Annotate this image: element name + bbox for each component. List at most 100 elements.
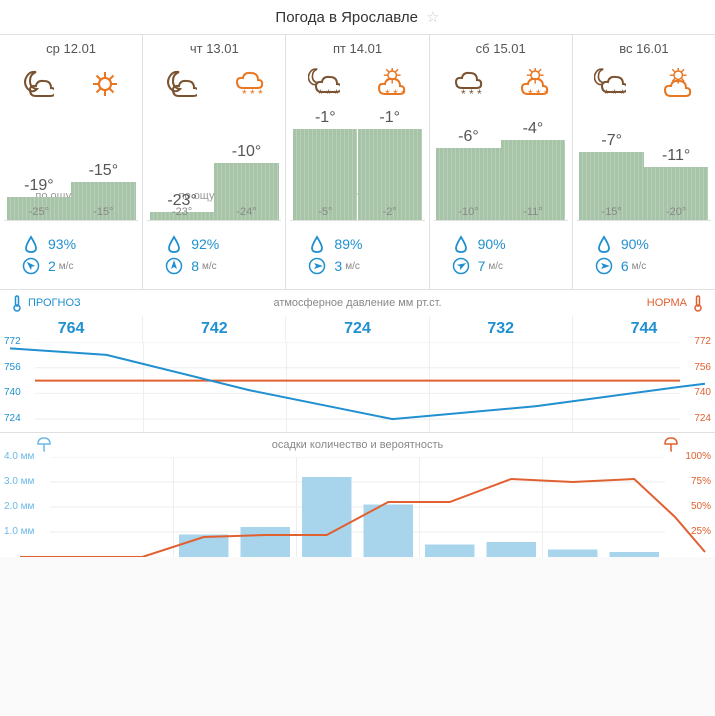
- wind-dir-icon: [22, 257, 40, 275]
- humidity-row: 90%: [452, 235, 568, 253]
- feels-night: -23°: [150, 206, 214, 218]
- night-temp-bar: -15°: [579, 152, 643, 220]
- svg-text:*: *: [393, 87, 398, 100]
- day-column[interactable]: ср 12.01 по ощущению -19° -25° -15° -15°…: [0, 35, 143, 289]
- day-label: чт 13.01: [147, 41, 281, 62]
- day-column[interactable]: чт 13.01 *** по ощущению -23° -23° -10° …: [143, 35, 286, 289]
- moon-cloud-icon: [165, 68, 197, 100]
- humidity-value: 93%: [48, 236, 76, 252]
- day-temp: -11°: [644, 147, 708, 165]
- wind-unit: м/с: [202, 261, 217, 272]
- pressure-values: 764742724732744: [0, 316, 715, 342]
- wind-unit: м/с: [632, 261, 647, 272]
- thermometer-icon: [691, 294, 705, 312]
- night-temp: -6°: [436, 128, 500, 146]
- wind-row: 2 м/с: [22, 257, 138, 275]
- humidity-value: 92%: [191, 236, 219, 252]
- svg-text:*: *: [469, 87, 474, 100]
- feels-day: -20°: [644, 206, 708, 218]
- title-text: Погода в Ярославле: [275, 9, 418, 26]
- wind-row: 6 м/с: [595, 257, 711, 275]
- day-stats: 92% 8 м/с: [147, 220, 281, 289]
- pressure-value: 764: [0, 316, 143, 342]
- day-stats: 90% 7 м/с: [434, 220, 568, 289]
- days-row: ср 12.01 по ощущению -19° -25° -15° -15°…: [0, 35, 715, 290]
- umbrella-icon: [35, 435, 53, 456]
- svg-text:*: *: [318, 87, 323, 100]
- humidity-row: 89%: [308, 235, 424, 253]
- day-column[interactable]: вс 16.01 *** по ощущению -7° -15° -11° -…: [573, 35, 715, 289]
- day-temp-bar: -20°: [644, 167, 708, 220]
- pressure-value: 724: [286, 316, 429, 342]
- precipitation-section: осадки количество и вероятность 1.0 мм25…: [0, 432, 715, 557]
- svg-text:*: *: [604, 87, 609, 100]
- feels-night: -15°: [579, 206, 643, 218]
- moon-snow-icon: ***: [308, 68, 340, 100]
- wind-row: 8 м/с: [165, 257, 281, 275]
- day-column[interactable]: сб 15.01 ****** по ощущению -6° -10° -4°…: [430, 35, 573, 289]
- humidity-value: 90%: [478, 236, 506, 252]
- pressure-section: ПРОГНОЗ атмосферное давление мм рт.ст. Н…: [0, 290, 715, 432]
- humidity-value: 90%: [621, 236, 649, 252]
- wind-dir-icon: [308, 257, 326, 275]
- favorite-star-icon[interactable]: ☆: [426, 9, 439, 26]
- day-label: пт 14.01: [290, 41, 424, 62]
- temps-block: по ощущению -6° -10° -4° -11°: [434, 110, 568, 220]
- wind-value: 8: [191, 258, 199, 274]
- night-temp-bar: -23°: [150, 212, 214, 220]
- svg-text:*: *: [536, 87, 541, 100]
- night-temp: -7°: [579, 132, 643, 150]
- wind-row: 3 м/с: [308, 257, 424, 275]
- svg-text:*: *: [461, 87, 466, 100]
- day-temp: -1°: [358, 109, 422, 127]
- day-label: ср 12.01: [4, 41, 138, 62]
- svg-text:*: *: [528, 87, 533, 100]
- droplet-icon: [452, 235, 470, 253]
- svg-text:*: *: [250, 87, 255, 100]
- humidity-value: 89%: [334, 236, 362, 252]
- wind-value: 6: [621, 258, 629, 274]
- day-temp-bar: -11°: [501, 140, 565, 220]
- svg-text:*: *: [334, 87, 339, 100]
- sun-snow-icon: ***: [375, 68, 407, 100]
- wind-value: 7: [478, 258, 486, 274]
- pressure-value: 732: [430, 316, 573, 342]
- wind-value: 3: [334, 258, 342, 274]
- day-column[interactable]: пт 14.01 ****** по ощущению -1° -5° -1° …: [286, 35, 429, 289]
- droplet-icon: [595, 235, 613, 253]
- sun-cloud-icon: [661, 68, 693, 100]
- day-temp: -4°: [501, 120, 565, 138]
- icons-row: ***: [147, 62, 281, 106]
- feels-night: -5°: [293, 206, 357, 218]
- day-temp: -10°: [214, 143, 278, 161]
- cloud-snow-icon: ***: [232, 68, 264, 100]
- icons-row: [4, 62, 138, 106]
- temps-block: по ощущению -23° -23° -10° -24°: [147, 110, 281, 220]
- svg-text:*: *: [326, 87, 331, 100]
- svg-text:*: *: [401, 87, 406, 100]
- humidity-row: 90%: [595, 235, 711, 253]
- icons-row: ******: [434, 62, 568, 106]
- night-temp: -19°: [7, 177, 71, 195]
- svg-text:*: *: [620, 87, 625, 100]
- moon-cloud-icon: [22, 68, 54, 100]
- thermometer-icon: [10, 294, 24, 312]
- precip-header: осадки количество и вероятность: [0, 433, 715, 457]
- norma-label: НОРМА: [647, 294, 705, 312]
- droplet-icon: [165, 235, 183, 253]
- wind-row: 7 м/с: [452, 257, 568, 275]
- droplet-icon: [22, 235, 40, 253]
- pressure-value: 742: [143, 316, 286, 342]
- svg-text:*: *: [242, 87, 247, 100]
- svg-text:*: *: [477, 87, 482, 100]
- sun-snow-icon: ***: [518, 68, 550, 100]
- feels-day: -24°: [214, 206, 278, 218]
- pressure-title: атмосферное давление мм рт.ст.: [273, 297, 441, 309]
- feels-night: -10°: [436, 206, 500, 218]
- droplet-icon: [308, 235, 326, 253]
- feels-day: -15°: [71, 206, 135, 218]
- page-title: Погода в Ярославле ☆: [0, 0, 715, 35]
- temps-block: по ощущению -1° -5° -1° -2°: [290, 110, 424, 220]
- day-temp-bar: -2°: [358, 129, 422, 220]
- day-temp-bar: -15°: [71, 182, 135, 220]
